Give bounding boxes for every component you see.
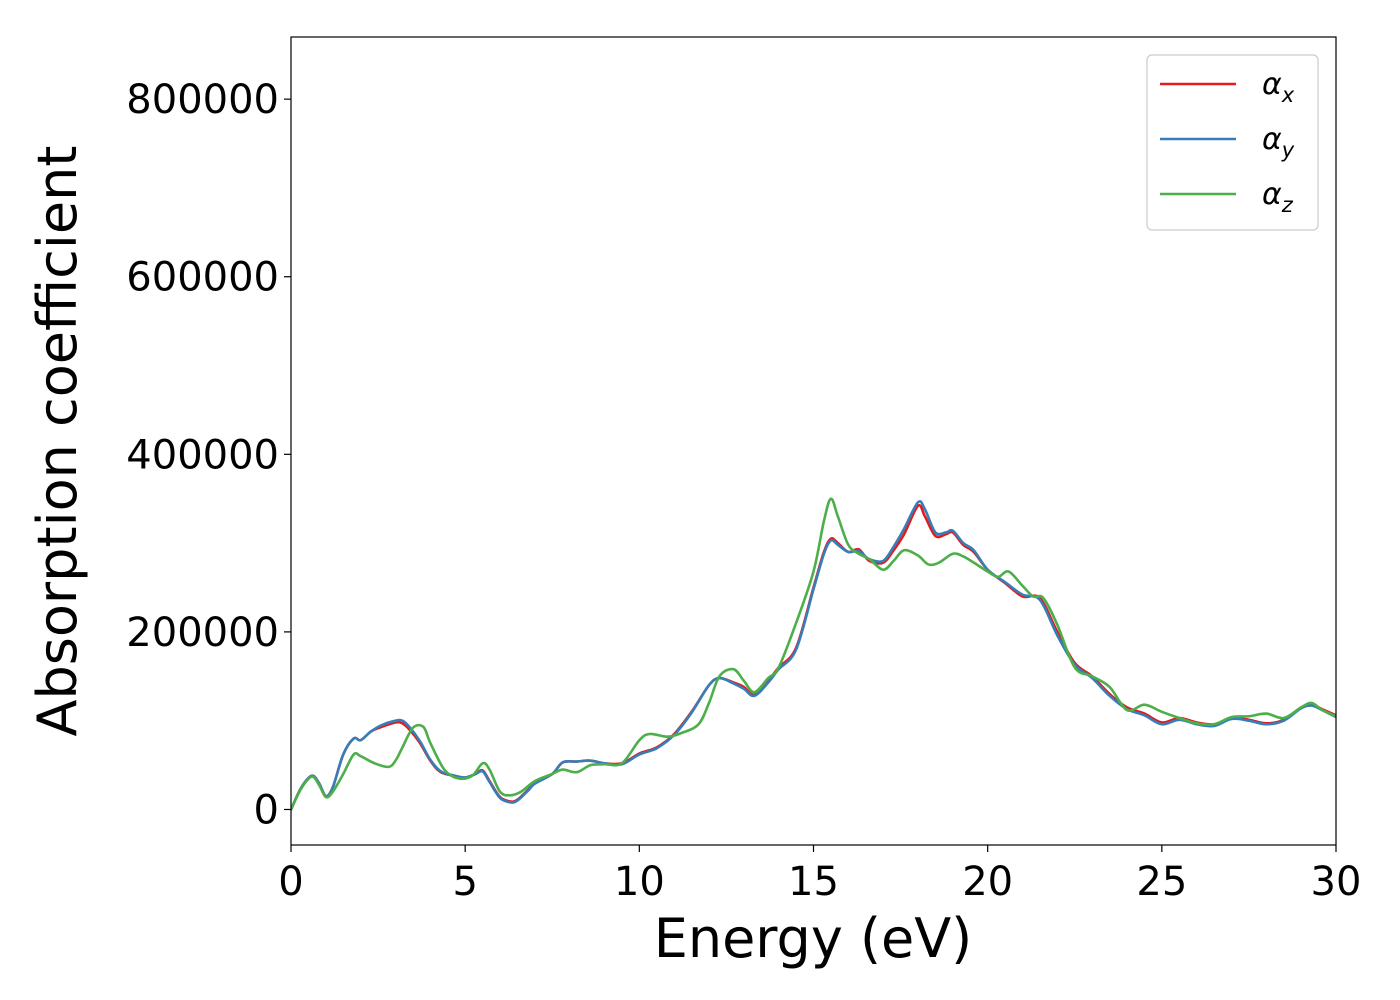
x-axis-label: Energy (eV) <box>654 907 973 970</box>
legend: αx αy αz <box>1146 54 1319 231</box>
y-tick-label: 400000 <box>126 432 279 478</box>
y-tick-label: 0 <box>254 787 279 833</box>
y-tick-label: 200000 <box>126 610 279 656</box>
legend-label-y: αy <box>1262 122 1295 162</box>
legend-label-z: αz <box>1262 177 1294 217</box>
x-tick-label: 25 <box>1136 859 1187 905</box>
x-tick-label: 10 <box>614 859 665 905</box>
y-tick-label: 600000 <box>126 255 279 301</box>
y-axis: 0 200000 400000 600000 800000 <box>126 77 291 833</box>
y-axis-label: Absorption coefficient <box>26 146 89 737</box>
x-tick-label: 20 <box>962 859 1013 905</box>
x-axis: 0 5 10 15 20 25 30 <box>278 845 1361 905</box>
series-layer <box>291 497 1336 811</box>
x-tick-label: 30 <box>1311 859 1362 905</box>
legend-label-x: αx <box>1262 67 1295 107</box>
series-line-y <box>291 499 1336 811</box>
x-tick-label: 5 <box>452 859 477 905</box>
y-tick-label: 800000 <box>126 77 279 123</box>
x-tick-label: 0 <box>278 859 303 905</box>
x-tick-label: 15 <box>788 859 839 905</box>
legend-box <box>1146 54 1319 231</box>
series-line-z <box>291 497 1336 811</box>
